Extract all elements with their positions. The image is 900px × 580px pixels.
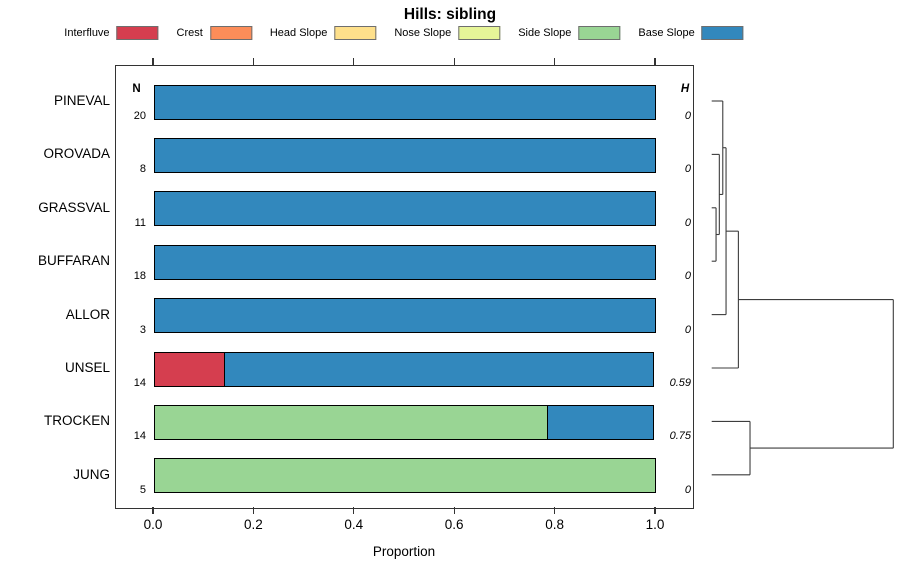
h-value: 0.59	[669, 377, 691, 389]
legend-swatch	[334, 26, 377, 40]
bar-row	[154, 404, 656, 440]
axis-tick-bottom	[252, 507, 254, 514]
y-axis-label: JUNG	[73, 466, 110, 482]
legend-label: Side Slope	[518, 27, 572, 39]
y-axis-label: GRASSVAL	[38, 199, 110, 215]
axis-tick-bottom	[353, 507, 355, 514]
n-column-header: N	[132, 83, 141, 95]
bar-segment	[154, 404, 549, 440]
axis-tick-label: 0.6	[444, 517, 464, 532]
legend-label: Base Slope	[638, 27, 695, 39]
axis-tick-top	[252, 58, 254, 65]
axis-tick-label: 0.8	[545, 517, 564, 532]
bar-segment	[547, 404, 655, 440]
axis-tick-label: 0.2	[244, 517, 263, 532]
legend: Interfluve Crest Head Slope Nose Slope Side …	[64, 26, 744, 40]
bar-row	[154, 137, 656, 173]
y-axis-label: UNSEL	[64, 360, 110, 375]
n-value: 3	[139, 323, 146, 336]
legend-swatch	[209, 26, 252, 40]
x-axis-label: Proportion	[372, 544, 436, 559]
bar-segment	[154, 137, 656, 173]
axis-tick-bottom	[453, 507, 455, 514]
legend-label: Head Slope	[269, 27, 328, 39]
n-value: 18	[133, 270, 146, 283]
legend-swatch	[701, 26, 744, 40]
n-value: 20	[133, 110, 146, 122]
bar-segment	[154, 298, 656, 334]
axis-tick-top	[152, 58, 154, 65]
n-value: 8	[139, 163, 146, 176]
bar-segment	[154, 351, 226, 387]
legend-item: Head Slope	[270, 26, 377, 40]
h-value: 0	[684, 163, 691, 176]
bar-segment	[154, 84, 656, 120]
n-value: 5	[139, 483, 146, 496]
legend-swatch	[578, 26, 621, 40]
dendrogram	[711, 100, 894, 476]
bar-segment	[224, 351, 655, 387]
axis-tick-label: 1.0	[645, 517, 665, 532]
axis-tick-top	[554, 58, 556, 65]
legend-label: Crest	[176, 27, 203, 39]
axis-tick-top	[654, 58, 656, 65]
h-value: 0.75	[669, 430, 691, 443]
y-axis-label: OROVADA	[43, 146, 110, 162]
plot-area: N H 20 0 8 0 11 0 18 0 3 0 14 0.59 14 0.75 5 0	[115, 65, 694, 509]
legend-item: Nose Slope	[394, 26, 501, 40]
y-axis-label: BUFFARAN	[37, 253, 110, 269]
legend-item: Side Slope	[518, 26, 621, 40]
n-value: 14	[133, 377, 146, 389]
y-axis-label: TROCKEN	[43, 413, 110, 429]
chart-title: Hills: sibling	[403, 6, 497, 23]
bar-row	[154, 351, 656, 387]
bar-segment	[154, 191, 656, 227]
h-value: 0	[684, 323, 691, 336]
legend-swatch	[116, 26, 159, 40]
legend-item: Interfluve	[64, 26, 159, 40]
axis-tick-bottom	[654, 507, 656, 514]
legend-label: Nose Slope	[394, 27, 452, 39]
legend-item: Base Slope	[638, 26, 744, 40]
y-axis-label: ALLOR	[65, 306, 110, 322]
bar-row	[154, 84, 656, 120]
bar-row	[154, 191, 656, 227]
axis-tick-label: 0.4	[344, 517, 364, 532]
bar-segment	[154, 458, 656, 494]
h-value: 0	[684, 110, 691, 122]
axis-tick-top	[353, 58, 355, 65]
bar-row	[154, 298, 656, 334]
y-axis-label: PINEVAL	[53, 93, 110, 108]
h-value: 0	[684, 483, 691, 496]
axis-tick-bottom	[554, 507, 556, 514]
bar-row	[154, 458, 656, 494]
axis-tick-label: 0.0	[143, 517, 163, 532]
axis-tick-bottom	[152, 507, 154, 514]
h-value: 0	[684, 216, 691, 229]
bar-row	[154, 244, 656, 280]
n-value: 14	[133, 430, 146, 443]
legend-label: Interfluve	[64, 27, 110, 39]
n-value: 11	[134, 216, 146, 229]
bar-segment	[154, 244, 656, 280]
h-column-header: H	[680, 83, 690, 95]
h-value: 0	[684, 270, 691, 283]
axis-tick-top	[453, 58, 455, 65]
legend-swatch	[458, 26, 501, 40]
legend-item: Crest	[177, 26, 252, 40]
